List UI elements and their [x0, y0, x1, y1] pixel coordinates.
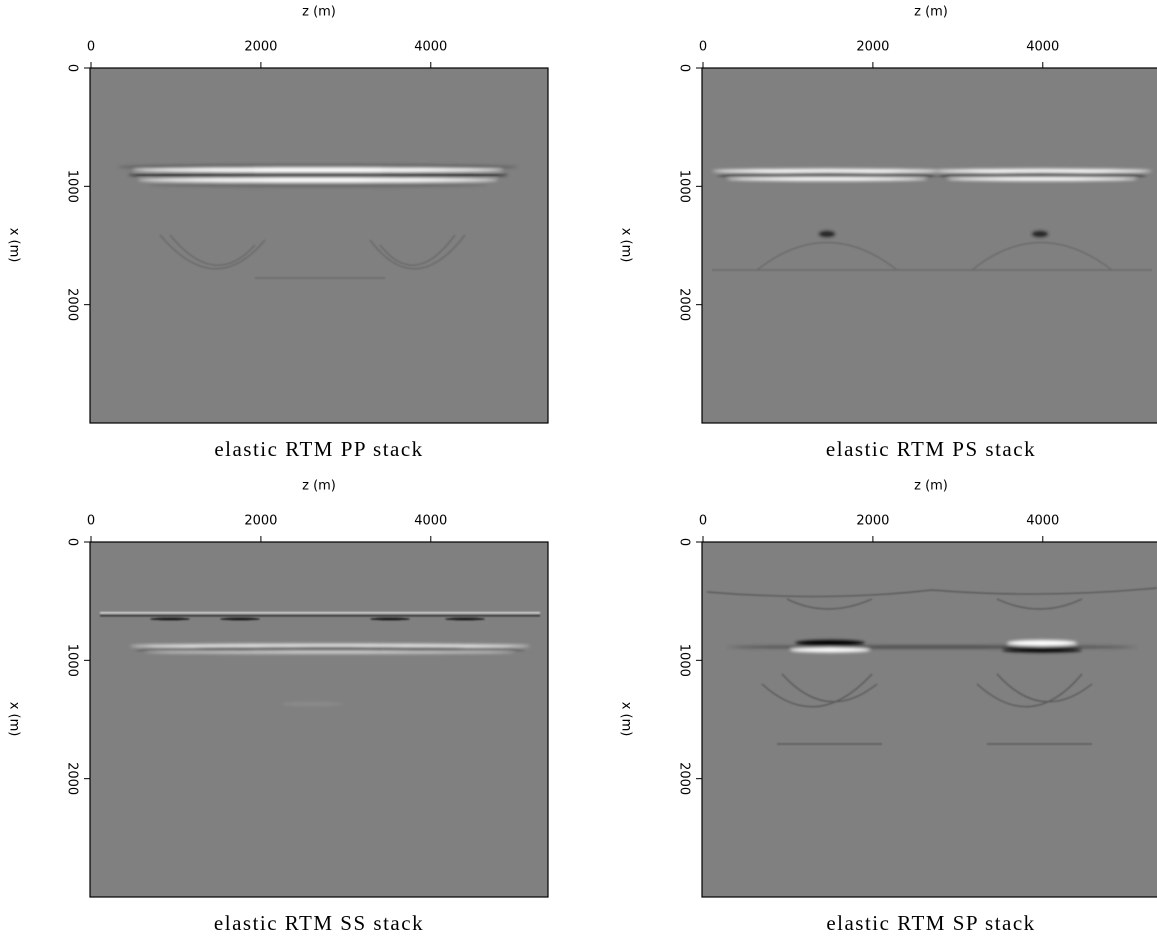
x-tick-label: 2000 — [856, 40, 889, 55]
image — [702, 542, 1157, 897]
x-tick-label: 0 — [87, 514, 95, 529]
x-tick-label: 4000 — [1026, 514, 1059, 529]
y-tick-label: 2000 — [677, 288, 692, 321]
panel — [89, 541, 549, 898]
x-tick-label: 4000 — [414, 40, 447, 55]
panel — [89, 67, 549, 424]
image — [702, 68, 1157, 423]
panel-caption: elastic RTM PP stack — [214, 437, 423, 461]
x-axis-label: z (m) — [914, 5, 948, 20]
x-tick-label: 2000 — [244, 40, 277, 55]
x-tick-label: 4000 — [414, 514, 447, 529]
y-tick-label: 1000 — [65, 644, 80, 677]
x-axis-label: z (m) — [914, 479, 948, 494]
y-tick-label: 0 — [677, 64, 692, 72]
y-tick-label: 1000 — [65, 170, 80, 203]
y-tick-label: 0 — [65, 538, 80, 546]
x-axis-label: z (m) — [302, 479, 336, 494]
panel-caption: elastic RTM PS stack — [826, 437, 1036, 461]
image — [90, 542, 548, 897]
x-tick-label: 2000 — [244, 514, 277, 529]
y-tick-label: 0 — [65, 64, 80, 72]
x-tick-label: 0 — [699, 514, 707, 529]
panel — [701, 67, 1157, 424]
x-tick-label: 4000 — [1026, 40, 1059, 55]
y-tick-label: 0 — [677, 538, 692, 546]
y-tick-label: 2000 — [65, 288, 80, 321]
x-tick-label: 2000 — [856, 514, 889, 529]
image — [90, 68, 548, 423]
y-tick-label: 2000 — [677, 762, 692, 795]
y-axis-label: x (m) — [619, 228, 634, 263]
y-axis-label: x (m) — [7, 702, 22, 737]
x-axis-label: z (m) — [302, 5, 336, 20]
panel — [701, 541, 1157, 898]
y-tick-label: 2000 — [65, 762, 80, 795]
x-tick-label: 0 — [87, 40, 95, 55]
y-axis-label: x (m) — [7, 228, 22, 263]
x-tick-label: 0 — [699, 40, 707, 55]
panel-caption: elastic RTM SS stack — [214, 911, 424, 935]
y-axis-label: x (m) — [619, 702, 634, 737]
panel-caption: elastic RTM SP stack — [826, 911, 1035, 935]
y-tick-label: 1000 — [677, 170, 692, 203]
y-tick-label: 1000 — [677, 644, 692, 677]
